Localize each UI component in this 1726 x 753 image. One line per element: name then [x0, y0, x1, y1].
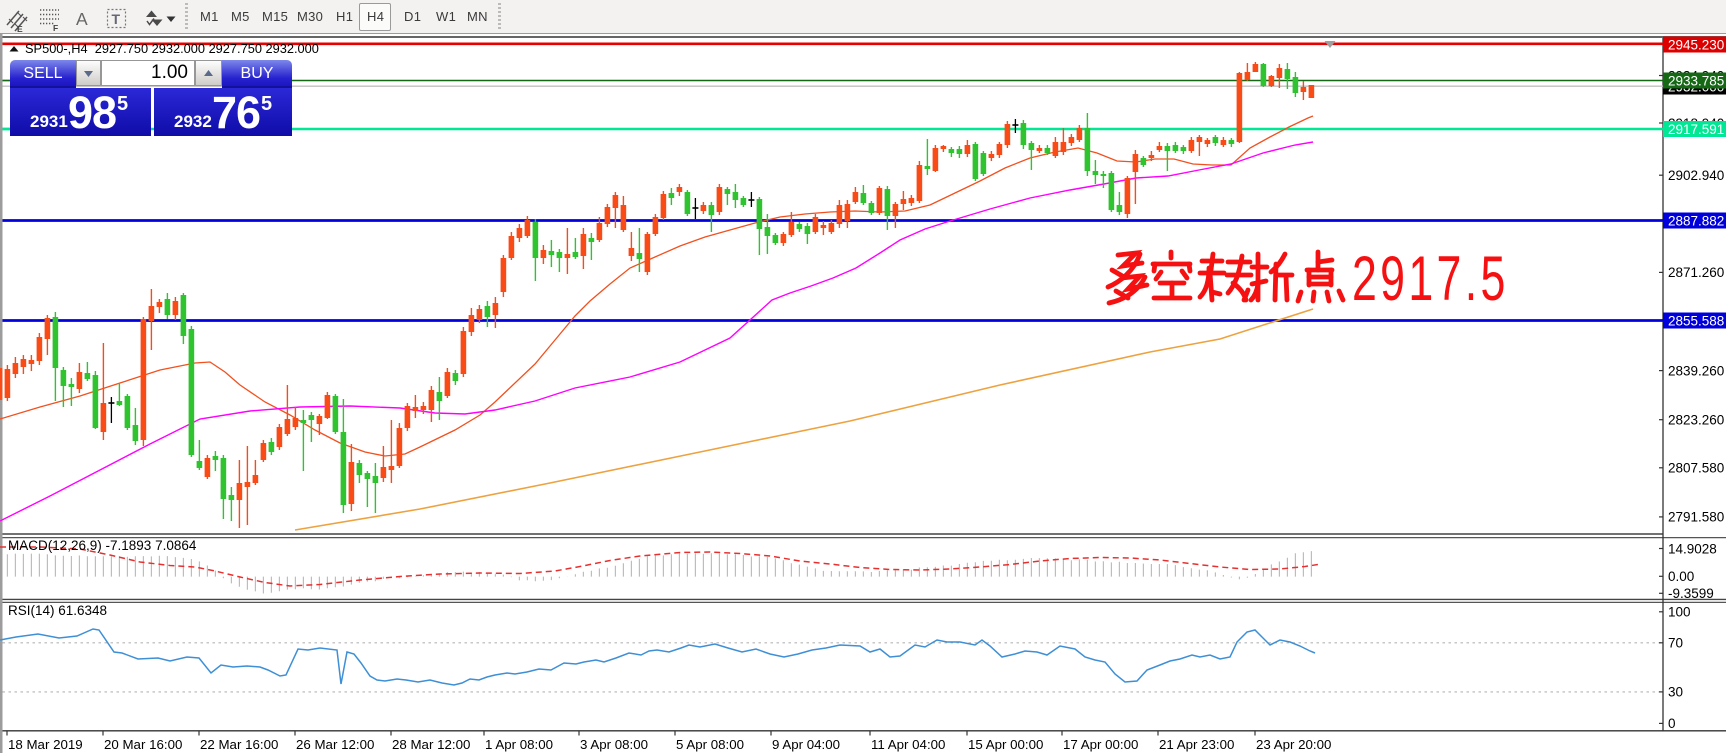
svg-text:2871.260: 2871.260	[1668, 265, 1724, 280]
svg-text:2902.940: 2902.940	[1668, 168, 1724, 183]
svg-text:2917.5: 2917.5	[1352, 243, 1505, 313]
svg-text:17 Apr 00:00: 17 Apr 00:00	[1063, 737, 1138, 752]
svg-text:2945.230: 2945.230	[1668, 37, 1724, 52]
svg-text:MACD(12,26,9) -7.1893 7.0864: MACD(12,26,9) -7.1893 7.0864	[8, 538, 197, 553]
svg-text:RSI(14) 61.6348: RSI(14) 61.6348	[8, 603, 107, 618]
svg-text:11 Apr 04:00: 11 Apr 04:00	[871, 737, 945, 752]
svg-text:70: 70	[1668, 636, 1683, 651]
svg-text:0: 0	[1668, 716, 1676, 731]
svg-text:18 Mar 2019: 18 Mar 2019	[8, 737, 83, 752]
svg-text:2855.588: 2855.588	[1668, 313, 1724, 328]
svg-text:SP500-,H4 2927.750 2932.000 2: SP500-,H4 2927.750 2932.000 2927.750 293…	[25, 41, 319, 56]
svg-text:2917.591: 2917.591	[1668, 122, 1724, 137]
svg-text:T: T	[112, 11, 121, 27]
svg-text:20 Mar 16:00: 20 Mar 16:00	[104, 737, 182, 752]
svg-text:2807.580: 2807.580	[1668, 461, 1724, 476]
svg-text:2887.882: 2887.882	[1668, 213, 1724, 228]
svg-text:9 Apr 04:00: 9 Apr 04:00	[772, 737, 840, 752]
svg-text:30: 30	[1668, 685, 1683, 700]
svg-text:1 Apr 08:00: 1 Apr 08:00	[485, 737, 553, 752]
svg-text:26 Mar 12:00: 26 Mar 12:00	[296, 737, 374, 752]
svg-text:0.00: 0.00	[1668, 569, 1694, 584]
svg-text:2823.260: 2823.260	[1668, 413, 1724, 428]
svg-text:5 Apr 08:00: 5 Apr 08:00	[676, 737, 744, 752]
svg-text:100: 100	[1668, 605, 1691, 620]
svg-text:28 Mar 12:00: 28 Mar 12:00	[392, 737, 470, 752]
svg-text:E: E	[17, 24, 23, 34]
svg-text:2791.580: 2791.580	[1668, 510, 1724, 525]
svg-text:23 Apr 20:00: 23 Apr 20:00	[1256, 737, 1331, 752]
svg-text:2933.785: 2933.785	[1668, 73, 1724, 88]
svg-text:-9.3599: -9.3599	[1668, 586, 1714, 601]
svg-text:21 Apr 23:00: 21 Apr 23:00	[1159, 737, 1234, 752]
svg-text:A: A	[76, 9, 88, 29]
svg-text:3 Apr 08:00: 3 Apr 08:00	[580, 737, 648, 752]
svg-text:22 Mar 16:00: 22 Mar 16:00	[200, 737, 278, 752]
svg-text:14.9028: 14.9028	[1668, 541, 1717, 556]
svg-text:F: F	[53, 23, 58, 33]
svg-text:2839.260: 2839.260	[1668, 363, 1724, 378]
svg-text:15 Apr 00:00: 15 Apr 00:00	[968, 737, 1043, 752]
